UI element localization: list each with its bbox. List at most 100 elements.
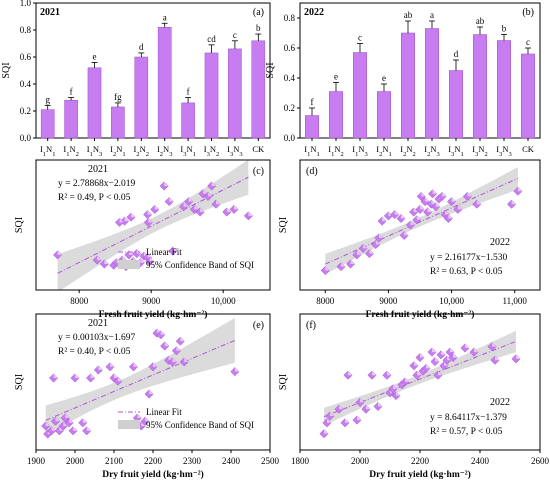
year-label: 2022: [490, 397, 510, 408]
y-tick-label: 0.8: [20, 25, 32, 35]
significance-letter: cd: [207, 34, 216, 44]
data-point-highlight: [416, 215, 422, 220]
x-tick-label: 2000: [66, 456, 85, 466]
data-point-highlight: [147, 253, 152, 258]
y-tick-label: 0.0: [284, 133, 296, 143]
data-point-highlight: [382, 216, 387, 222]
data-point-highlight: [394, 210, 399, 215]
data-point-highlight: [234, 367, 240, 372]
significance-letter: b: [256, 23, 261, 33]
bar-I2N1: [377, 91, 391, 139]
x-tick-label: 2400: [471, 456, 490, 466]
significance-letter: a: [163, 12, 167, 22]
bar-panel-b: 0.0 0.2 0.4 0.6 0.8 SQI 2022 (b) f I1N1 e I1N2 c I1N3…: [265, 2, 541, 158]
data-point-highlight: [149, 389, 154, 394]
significance-letter: d: [139, 42, 144, 52]
scatter-panel-f: 1800 2000 2200 2400 2600 Dry fruit yield (kg·…: [278, 313, 550, 480]
bar-I2N2: [401, 32, 415, 139]
x-tick-label: I2N3: [157, 144, 172, 158]
data-point-highlight: [410, 220, 415, 225]
x-tick-label: 9000: [379, 296, 398, 306]
data-point-highlight: [396, 391, 401, 396]
data-point-highlight: [492, 342, 497, 347]
significance-letter: d: [454, 49, 459, 59]
x-tick-label: 11,000: [503, 296, 528, 306]
data-point-highlight: [203, 189, 208, 194]
y-tick-label: 1.0: [20, 0, 32, 8]
fit-stats: R² = 0.63, P < 0.05: [430, 267, 503, 277]
bar-CK: [521, 53, 535, 139]
data-point-highlight: [208, 192, 213, 197]
y-tick-label: 0.4: [284, 73, 296, 83]
x-tick-label: I3N3: [227, 144, 242, 158]
year-label: 2021: [88, 318, 108, 329]
data-point-highlight: [172, 246, 177, 251]
fit-equation: y = 2.16177x−1.530: [430, 253, 507, 263]
data-point-highlight: [516, 354, 521, 359]
data-point-highlight: [495, 356, 500, 361]
data-point-highlight: [330, 411, 335, 416]
x-tick-label: I1N3: [352, 144, 367, 158]
bar-I1N3: [353, 52, 367, 139]
data-point-highlight: [164, 181, 169, 186]
y-axis-label: SQI: [278, 217, 289, 233]
bar-CK: [251, 40, 266, 139]
x-tick-label: I1N1: [304, 144, 319, 158]
data-point-highlight: [53, 373, 58, 378]
data-point-highlight: [169, 197, 174, 202]
bar-I2N3: [425, 28, 439, 139]
data-point-highlight: [148, 218, 153, 223]
significance-letter: e: [334, 72, 338, 82]
data-point-highlight: [160, 330, 165, 335]
data-point-highlight: [465, 343, 470, 348]
y-axis-label: SQI: [14, 374, 25, 390]
data-point-highlight: [435, 202, 440, 207]
y-tick-label: 0.0: [20, 133, 32, 143]
data-point-highlight: [90, 373, 95, 378]
significance-letter: fg: [114, 92, 122, 102]
data-point-highlight: [248, 211, 253, 216]
data-point-highlight: [401, 214, 406, 219]
data-point-highlight: [200, 207, 205, 212]
significance-letter: f: [311, 97, 314, 107]
significance-letter: c: [526, 37, 530, 47]
data-point-highlight: [57, 250, 62, 255]
confidence-band: [324, 330, 516, 426]
data-point-highlight: [393, 384, 398, 389]
x-tick-label: 2400: [222, 456, 241, 466]
data-point-highlight: [97, 255, 102, 261]
significance-letter: f: [70, 87, 73, 97]
significance-letter: a: [430, 10, 434, 20]
data-point-highlight: [98, 365, 103, 370]
data-point-highlight: [441, 350, 446, 355]
y-tick-label: 0.6: [20, 52, 32, 62]
data-point-highlight: [360, 398, 365, 403]
x-tick-label: 2200: [144, 456, 163, 466]
x-tick-label: I3N2: [204, 144, 219, 158]
legend-band-swatch: [118, 260, 140, 269]
data-point-highlight: [153, 362, 158, 367]
x-tick-label: 10,000: [211, 296, 236, 306]
data-point-highlight: [432, 189, 437, 194]
data-point-highlight: [378, 402, 383, 407]
fit-stats: R² = 0.57, P < 0.05: [430, 427, 503, 437]
panel-label: (e): [253, 320, 264, 331]
x-tick-label: I2N3: [424, 144, 439, 158]
x-tick-label: 2100: [105, 456, 124, 466]
data-point-highlight: [414, 361, 419, 366]
panel-label: (a): [253, 7, 264, 18]
bar-I2N2: [134, 56, 149, 139]
bar-I1N1: [40, 109, 55, 139]
year-label: 2021: [40, 7, 60, 18]
x-tick-label: 1800: [291, 456, 310, 466]
data-point-highlight: [75, 373, 80, 378]
data-point-highlight: [176, 346, 181, 351]
x-tick-label: CK: [252, 144, 265, 154]
bar-I3N2: [204, 52, 219, 139]
data-point-highlight: [172, 357, 177, 362]
data-point-highlight: [73, 426, 78, 431]
data-point-highlight: [447, 356, 452, 361]
y-axis-label: SQI: [265, 62, 276, 78]
legend-fit-label: Linear Fit: [146, 407, 182, 417]
